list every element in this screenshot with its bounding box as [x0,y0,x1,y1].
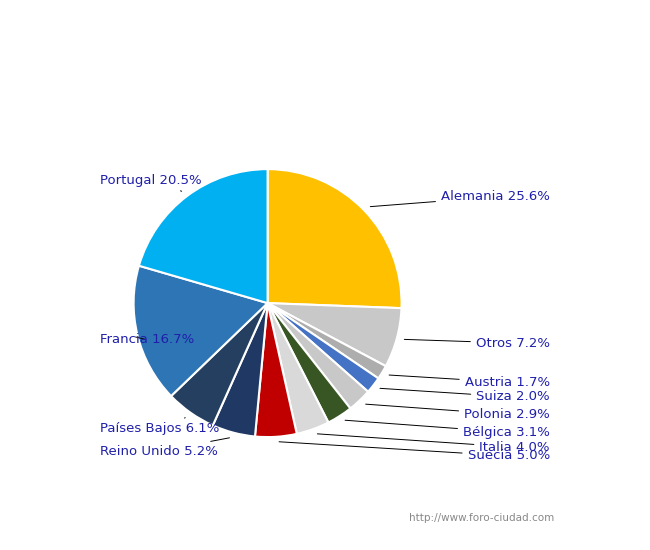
Text: Suecia 5.0%: Suecia 5.0% [279,442,550,463]
Text: http://www.foro-ciudad.com: http://www.foro-ciudad.com [410,513,554,523]
Text: Francia 16.7%: Francia 16.7% [100,333,194,346]
Wedge shape [268,303,402,366]
Wedge shape [139,169,268,303]
Text: Países Bajos 6.1%: Países Bajos 6.1% [100,417,220,435]
Wedge shape [268,303,350,422]
Text: Alemania 25.6%: Alemania 25.6% [370,190,550,207]
Text: Suiza 2.0%: Suiza 2.0% [380,388,550,404]
Text: Reino Unido 5.2%: Reino Unido 5.2% [100,438,229,458]
Wedge shape [268,303,328,434]
Wedge shape [268,303,378,392]
Wedge shape [213,303,268,437]
Text: Austria 1.7%: Austria 1.7% [389,375,550,389]
Text: Italia 4.0%: Italia 4.0% [317,434,550,454]
Text: Polonia 2.9%: Polonia 2.9% [366,404,550,421]
Wedge shape [255,303,297,437]
Wedge shape [171,303,268,425]
Wedge shape [268,169,402,308]
Wedge shape [268,303,386,378]
Text: Tordesillas - Turistas extranjeros según país - Abril de 2024: Tordesillas - Turistas extranjeros según… [79,15,571,31]
Wedge shape [134,266,268,396]
Text: Otros 7.2%: Otros 7.2% [404,337,550,350]
Text: Bélgica 3.1%: Bélgica 3.1% [345,420,550,439]
Text: Portugal 20.5%: Portugal 20.5% [100,174,202,191]
Wedge shape [268,303,368,409]
